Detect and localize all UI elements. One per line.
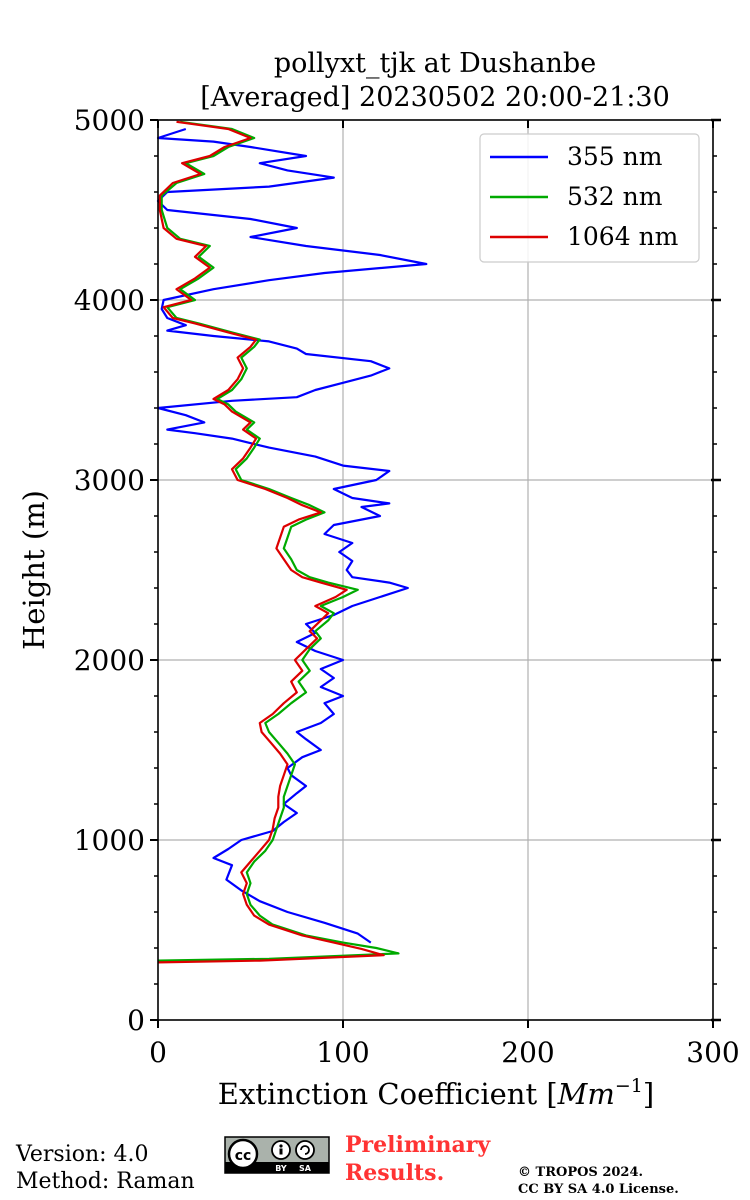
cc-license-badge: cc BY SA: [224, 1136, 330, 1174]
legend: 355 nm 532 nm 1064 nm: [479, 133, 700, 263]
x-axis-label: Extinction Coefficient [Mm−1]: [218, 1075, 654, 1111]
minor-ticks: [154, 155, 717, 985]
y-tick-label-1000: 1000: [74, 824, 145, 857]
series-line-532nm: [157, 120, 400, 962]
series-group: [156, 120, 428, 964]
series-line-355nm: [156, 127, 428, 944]
y-axis-label: Height (m): [17, 490, 51, 650]
y-tick-label-0: 0: [127, 1004, 145, 1037]
by-label: BY: [275, 1164, 287, 1173]
legend-frame: [479, 133, 700, 263]
series-line-1064nm: [157, 120, 385, 964]
legend-label-532nm: 532 nm: [567, 182, 663, 211]
cc-logo-text: cc: [235, 1148, 252, 1164]
y-tick-label-3000: 3000: [74, 464, 145, 497]
x-axis-label-main: Extinction Coefficient [: [218, 1077, 558, 1111]
version-text: Version: 4.0: [15, 1142, 149, 1167]
x-tick-label-300: 300: [686, 1036, 739, 1069]
method-text: Method: Raman: [16, 1169, 195, 1194]
copyright-line2: CC BY SA 4.0 License.: [518, 1182, 679, 1197]
grid-lines: [158, 120, 713, 1020]
y-tick-label-4000: 4000: [74, 284, 145, 317]
copyright-line1: © TROPOS 2024.: [518, 1165, 643, 1180]
plot-frame: [157, 119, 714, 1021]
sa-sharealike-icon: [295, 1140, 315, 1160]
cc-logo-icon: [227, 1138, 259, 1170]
x-axis-label-exp: −1: [615, 1075, 643, 1097]
sa-sharealike-icon-arrow: [300, 1145, 310, 1155]
chart-title-line1: pollyxt_tjk at Dushanbe: [274, 48, 596, 79]
by-attribution-icon-body: [279, 1148, 283, 1155]
y-tick-label-5000: 5000: [74, 104, 145, 137]
preliminary-text-line2: Results.: [345, 1160, 444, 1186]
cc-badge-bar: [225, 1162, 329, 1173]
preliminary-text-line1: Preliminary: [345, 1132, 491, 1158]
x-tick-label-200: 200: [501, 1036, 554, 1069]
sa-label: SA: [299, 1164, 312, 1173]
x-tick-label-0: 0: [149, 1036, 167, 1069]
y-tick-label-2000: 2000: [74, 644, 145, 677]
by-attribution-icon-head: [279, 1144, 283, 1148]
legend-label-355nm: 355 nm: [567, 142, 663, 171]
x-tick-label-100: 100: [316, 1036, 369, 1069]
chart-title-line2: [Averaged] 20230502 20:00-21:30: [200, 82, 670, 113]
legend-label-1064nm: 1064 nm: [567, 222, 679, 251]
x-axis-label-unit: Mm: [557, 1077, 615, 1111]
x-axis-label-close: ]: [643, 1077, 654, 1111]
